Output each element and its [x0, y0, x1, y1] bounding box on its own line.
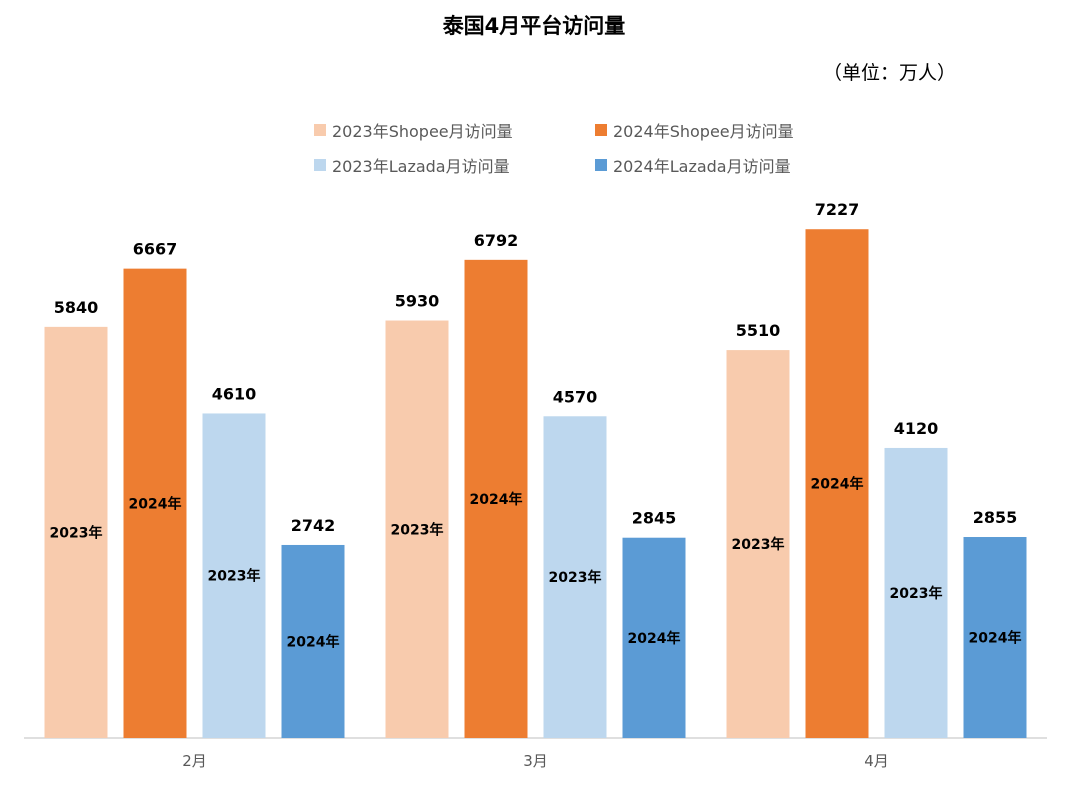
legend-label: 2023年Lazada月访问量 — [332, 157, 510, 176]
data-label: 6792 — [474, 231, 519, 250]
unit-label: （单位：万人） — [822, 62, 956, 84]
bar — [281, 544, 345, 738]
legend-item-lazada-2024: 2024年Lazada月访问量 — [595, 153, 791, 177]
legend-swatch — [595, 159, 607, 171]
bar — [44, 326, 108, 738]
bar-inner-label: 2023年 — [549, 569, 602, 586]
legend-swatch — [595, 124, 607, 136]
bar-inner-label: 2023年 — [890, 585, 943, 602]
data-label: 6667 — [133, 240, 178, 259]
bar — [202, 413, 266, 738]
legend-label: 2024年Lazada月访问量 — [613, 157, 791, 176]
bar-inner-label: 2024年 — [470, 491, 523, 508]
bar — [622, 537, 686, 738]
bar — [726, 350, 790, 738]
data-label: 4610 — [212, 384, 257, 403]
bar-inner-label: 2024年 — [969, 630, 1022, 647]
legend-item-shopee-2023: 2023年Shopee月访问量 — [314, 118, 513, 142]
bar — [884, 447, 948, 738]
category-label: 4月 — [864, 752, 889, 770]
data-label: 2845 — [632, 509, 677, 528]
data-label: 2742 — [291, 516, 336, 535]
category-label: 2月 — [182, 752, 207, 770]
legend-label: 2024年Shopee月访问量 — [613, 122, 794, 141]
data-label: 4570 — [553, 387, 598, 406]
data-label: 4120 — [894, 419, 939, 438]
legend-swatch — [314, 124, 326, 136]
bar — [543, 416, 607, 738]
bar-inner-label: 2024年 — [287, 633, 340, 650]
bar-inner-label: 2023年 — [208, 568, 261, 585]
bar — [123, 268, 187, 738]
data-label: 5510 — [736, 321, 781, 340]
data-label: 5840 — [54, 298, 99, 317]
bar — [805, 229, 869, 739]
legend-item-shopee-2024: 2024年Shopee月访问量 — [595, 118, 794, 142]
bar-inner-label: 2024年 — [628, 630, 681, 647]
bar-inner-label: 2023年 — [732, 536, 785, 553]
bar — [963, 537, 1027, 738]
legend-swatch — [314, 159, 326, 171]
chart-title: 泰国4月平台访问量 — [442, 14, 626, 38]
data-label: 7227 — [815, 200, 860, 219]
bar — [385, 320, 449, 738]
data-label: 5930 — [395, 292, 440, 311]
bar — [464, 259, 528, 738]
bar-inner-label: 2024年 — [811, 476, 864, 493]
legend-label: 2023年Shopee月访问量 — [332, 122, 513, 141]
bar-inner-label: 2024年 — [129, 495, 182, 512]
bar-inner-label: 2023年 — [50, 524, 103, 541]
category-label: 3月 — [523, 752, 548, 770]
bar-inner-label: 2023年 — [391, 521, 444, 538]
legend-item-lazada-2023: 2023年Lazada月访问量 — [314, 153, 510, 177]
data-label: 2855 — [973, 508, 1018, 527]
